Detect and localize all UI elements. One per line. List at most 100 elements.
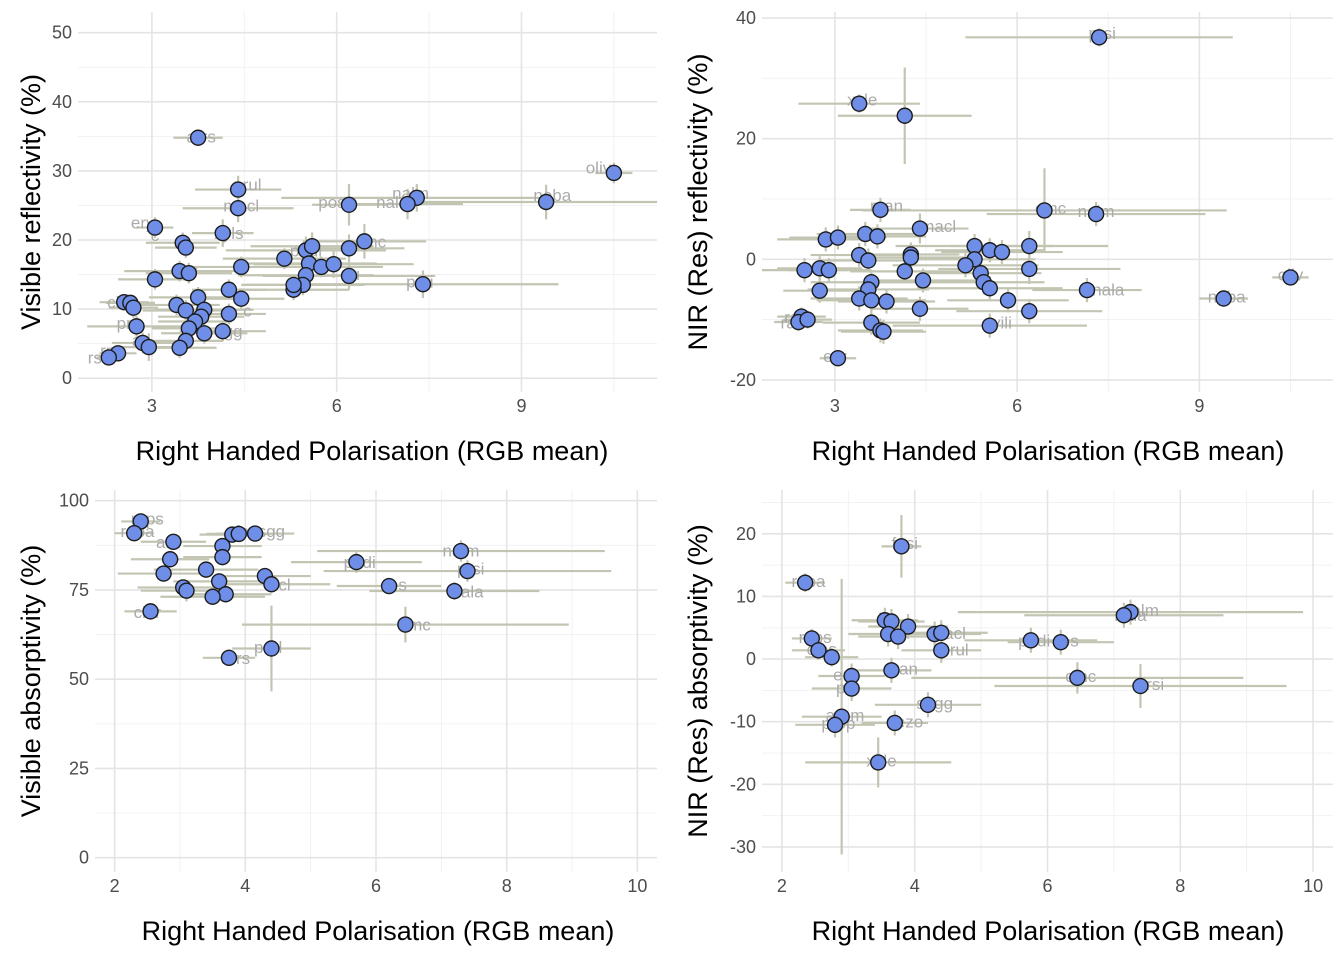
data-point [605, 164, 623, 182]
data-point [214, 323, 231, 340]
data-point [197, 561, 215, 578]
data-point [165, 533, 182, 550]
data-point [340, 267, 358, 285]
x-axis-title: Right Handed Polarisation (RGB mean) [142, 916, 615, 946]
data-point [1132, 677, 1149, 695]
x-tick-label: 4 [240, 876, 250, 896]
data-point [263, 576, 280, 593]
x-tick-label: 9 [1194, 396, 1204, 416]
data-point [899, 618, 917, 635]
data-point [911, 220, 929, 237]
x-axis-title: Right Handed Polarisation (RGB mean) [136, 436, 609, 466]
data-point [843, 680, 860, 697]
point-labels: prsixyleryancmcnalmmaclolivnobanalavilie… [781, 24, 1304, 366]
data-point [829, 229, 847, 246]
y-tick-label: 0 [746, 649, 756, 669]
data-point [189, 129, 207, 146]
x-tick-label: 2 [777, 876, 787, 896]
data-point [1021, 260, 1038, 278]
data-point [820, 261, 838, 279]
y-tick-label: 0 [62, 368, 72, 388]
data-point [875, 323, 892, 340]
data-point [823, 649, 840, 666]
x-axis-title: Right Handed Polarisation (RGB mean) [812, 436, 1285, 466]
data-point [796, 574, 814, 591]
data-point [999, 292, 1017, 309]
data-point [220, 281, 238, 298]
y-axis-title: NIR (Res) reflectivity (%) [683, 53, 713, 350]
data-point [140, 338, 158, 356]
data-point [459, 562, 476, 580]
data-point [886, 714, 903, 732]
data-point [230, 525, 247, 543]
x-tick-label: 6 [332, 396, 342, 416]
data-point [993, 243, 1011, 261]
point-label: oliv [586, 158, 612, 177]
data-point [126, 524, 143, 542]
y-tick-label: 20 [736, 129, 756, 149]
x-tick-label: 8 [502, 876, 512, 896]
data-point [100, 349, 117, 366]
panel-nir-absorptivity: Right Handed Polarisation (RGB mean) NIR… [683, 490, 1333, 946]
data-point [177, 302, 194, 319]
data-point [340, 196, 358, 213]
data-point [850, 95, 868, 112]
data-point [142, 603, 159, 620]
data-point [919, 696, 937, 713]
data-point [1078, 281, 1096, 299]
y-tick-label: 20 [736, 524, 756, 544]
point-label: c [243, 301, 252, 320]
y-axis-title: NIR (Res) absorptivity (%) [683, 524, 713, 838]
point-labels: fasirepanalmnalamaclpeditesprulrepsclbsl… [791, 534, 1164, 770]
data-point [1069, 669, 1086, 687]
data-point [146, 271, 164, 288]
point-label: macl [920, 217, 956, 236]
data-point [303, 238, 321, 255]
data-points [100, 129, 623, 366]
data-point [146, 219, 164, 236]
y-tick-label: 10 [736, 586, 756, 606]
data-point [869, 754, 887, 771]
data-points [796, 538, 1149, 771]
data-point [210, 573, 228, 590]
data-point [872, 201, 889, 219]
data-point [902, 249, 920, 266]
x-tick-label: 4 [910, 876, 920, 896]
data-point [1021, 237, 1038, 255]
panel-nir-reflectivity: Right Handed Polarisation (RGB mean) NIR… [683, 8, 1333, 466]
data-point [161, 551, 179, 568]
data-point [214, 548, 231, 566]
data-point [233, 290, 250, 307]
point-label: nala [1092, 280, 1125, 299]
data-point [889, 628, 907, 645]
data-point [276, 250, 293, 267]
data-point [878, 293, 895, 310]
y-tick-label: 25 [69, 758, 89, 778]
data-point [155, 565, 172, 582]
data-point [1090, 29, 1108, 46]
data-point [246, 525, 264, 542]
data-point [810, 642, 827, 659]
x-tick-label: 6 [1012, 396, 1022, 416]
x-axis-title: Right Handed Polarisation (RGB mean) [812, 916, 1285, 946]
x-tick-label: 3 [147, 396, 157, 416]
data-point [340, 240, 358, 257]
data-point [397, 616, 414, 633]
data-point [1036, 202, 1053, 219]
data-point [893, 538, 910, 555]
y-tick-label: -20 [730, 774, 756, 794]
point-labels: repsrepafasggarnalmprsipeditesnalaclclbr… [120, 510, 484, 668]
x-tick-label: 3 [830, 396, 840, 416]
y-tick-label: 10 [52, 299, 72, 319]
x-tick-label: 2 [110, 876, 120, 896]
data-point [869, 228, 886, 245]
x-tick-label: 6 [371, 876, 381, 896]
data-point [128, 318, 145, 335]
data-point [796, 261, 813, 279]
x-tick-label: 9 [516, 396, 526, 416]
data-point [348, 553, 365, 571]
error-bars [785, 515, 1304, 855]
data-point [1115, 607, 1133, 624]
data-point [263, 640, 280, 657]
